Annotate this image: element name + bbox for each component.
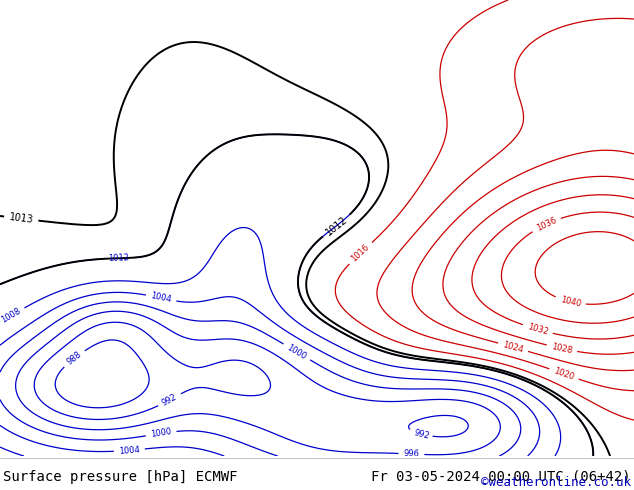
Text: 992: 992 (413, 428, 430, 441)
Text: 1020: 1020 (553, 366, 576, 382)
Text: 1040: 1040 (559, 295, 581, 309)
Text: 1004: 1004 (150, 292, 172, 305)
Text: 1000: 1000 (150, 427, 172, 440)
Text: 1016: 1016 (350, 243, 372, 264)
Text: 992: 992 (160, 392, 179, 408)
Text: Surface pressure [hPa] ECMWF: Surface pressure [hPa] ECMWF (3, 469, 238, 484)
Text: 1008: 1008 (0, 306, 22, 325)
Text: Fr 03-05-2024 00:00 UTC (06+42): Fr 03-05-2024 00:00 UTC (06+42) (371, 469, 631, 484)
Text: 1032: 1032 (526, 322, 549, 337)
Text: 996: 996 (403, 449, 420, 459)
Text: 1004: 1004 (119, 445, 140, 456)
Text: 1000: 1000 (285, 343, 308, 361)
Text: 1036: 1036 (534, 216, 558, 233)
Text: 988: 988 (65, 350, 83, 367)
Text: ©weatheronline.co.uk: ©weatheronline.co.uk (481, 476, 631, 490)
Text: 1013: 1013 (8, 212, 34, 225)
Text: 1012: 1012 (324, 214, 349, 237)
Text: 1028: 1028 (551, 342, 573, 355)
Text: 1024: 1024 (502, 340, 524, 354)
Text: 1012: 1012 (108, 253, 129, 263)
